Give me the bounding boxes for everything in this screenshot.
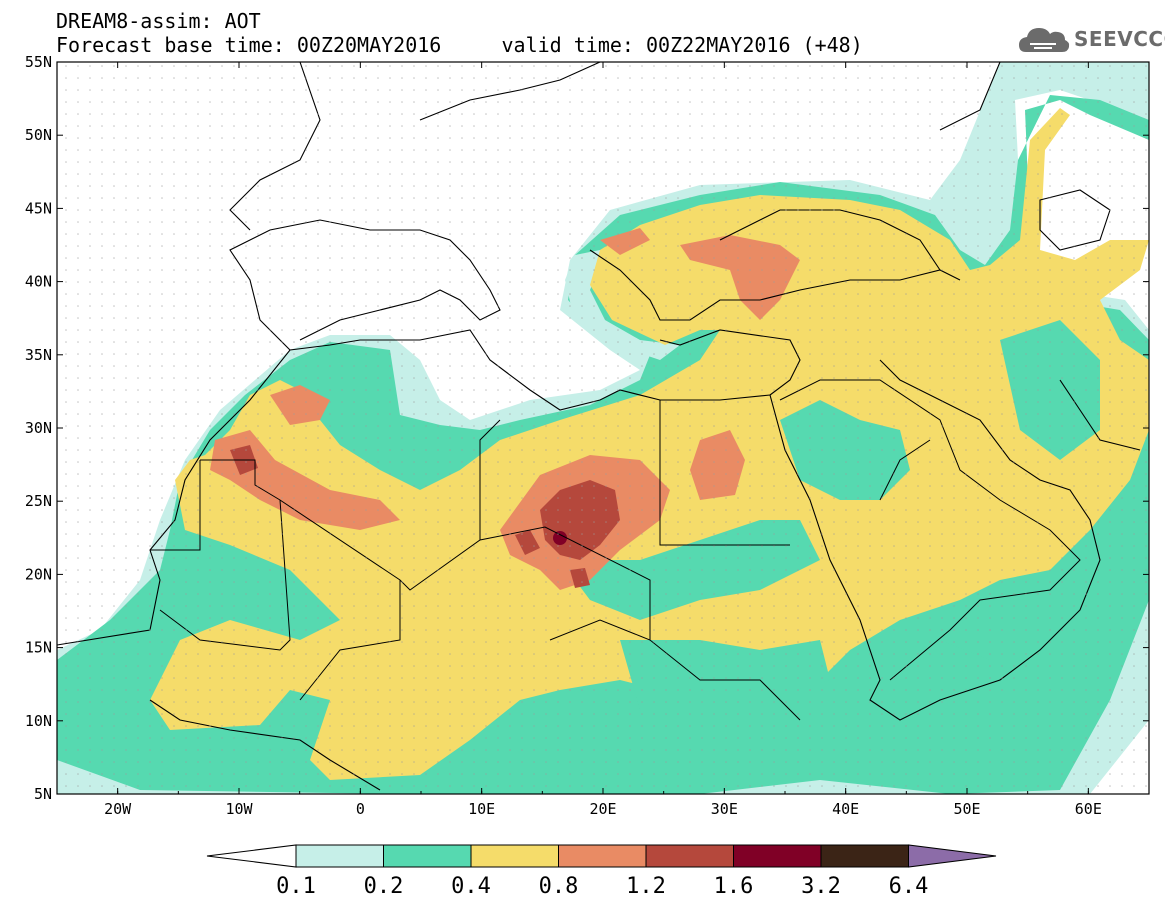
- colorbar-max-extension: [908, 844, 997, 868]
- lon-tick-label: 30E: [711, 800, 738, 818]
- colorbar-segment: [820, 844, 909, 868]
- colorbar-label: 0.2: [364, 874, 404, 899]
- map-area: [57, 62, 1149, 794]
- lat-tick-label: 25N: [25, 492, 52, 510]
- lat-tick-label: 45N: [25, 199, 52, 217]
- lon-tick-label: 10E: [468, 800, 495, 818]
- colorbar-label: 1.6: [714, 874, 754, 899]
- colorbar-label: 3.2: [801, 874, 841, 899]
- lat-tick-label: 10N: [25, 712, 52, 730]
- lon-tick-label: 10W: [225, 800, 253, 818]
- lon-tick-label: 40E: [832, 800, 859, 818]
- lat-tick-label: 15N: [25, 639, 52, 657]
- colorbar-segment: [733, 844, 822, 868]
- lat-tick-label: 50N: [25, 126, 52, 144]
- seevccc-logo: SEEVCCC: [1018, 22, 1165, 56]
- colorbar-label: 1.2: [626, 874, 666, 899]
- lat-tick-label: 30N: [25, 419, 52, 437]
- colorbar-segment: [645, 844, 734, 868]
- colorbar-label: 6.4: [889, 874, 929, 899]
- lon-tick-label: 60E: [1075, 800, 1102, 818]
- aot-colorbar: 0.1 0.2 0.4 0.8 1.2 1.6 3.2 6.4: [206, 844, 997, 899]
- lon-tick-label: 20W: [104, 800, 132, 818]
- map-axes: 20W 10W 0 10E 20E 30E 40E 50E 60E 55N 50N 45N 40N 35N…: [25, 53, 1150, 818]
- forecast-time-line: Forecast base time: 00Z20MAY2016 valid t…: [56, 33, 863, 57]
- lon-tick-label: 0: [356, 800, 365, 818]
- lat-tick-label: 55N: [25, 53, 52, 71]
- colorbar-label: 0.1: [276, 874, 316, 899]
- lon-tick-label: 20E: [589, 800, 616, 818]
- colorbar-label: 0.8: [539, 874, 579, 899]
- lat-tick-label: 40N: [25, 273, 52, 291]
- lat-tick-label: 35N: [25, 346, 52, 364]
- colorbar-segment: [383, 844, 472, 868]
- colorbar-segment: [295, 844, 384, 868]
- lat-tick-label: 20N: [25, 565, 52, 583]
- cloud-icon: [1019, 28, 1070, 52]
- colorbar-label: 0.4: [451, 874, 491, 899]
- colorbar-segment: [558, 844, 647, 868]
- colorbar-segment: [470, 844, 559, 868]
- lon-tick-label: 50E: [953, 800, 980, 818]
- logo-text: SEEVCCC: [1074, 27, 1165, 51]
- colorbar-min-extension: [206, 844, 297, 868]
- map-title: DREAM8-assim: AOT: [56, 9, 261, 33]
- lat-tick-label: 5N: [34, 785, 52, 803]
